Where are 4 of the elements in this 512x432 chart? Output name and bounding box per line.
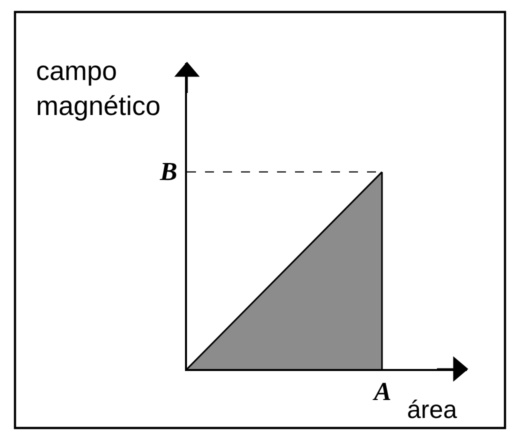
y-axis-title: campo magnético <box>36 56 161 122</box>
text: A <box>372 377 392 406</box>
x-axis-title: área <box>407 396 458 424</box>
ref-line-label: B <box>159 157 178 186</box>
